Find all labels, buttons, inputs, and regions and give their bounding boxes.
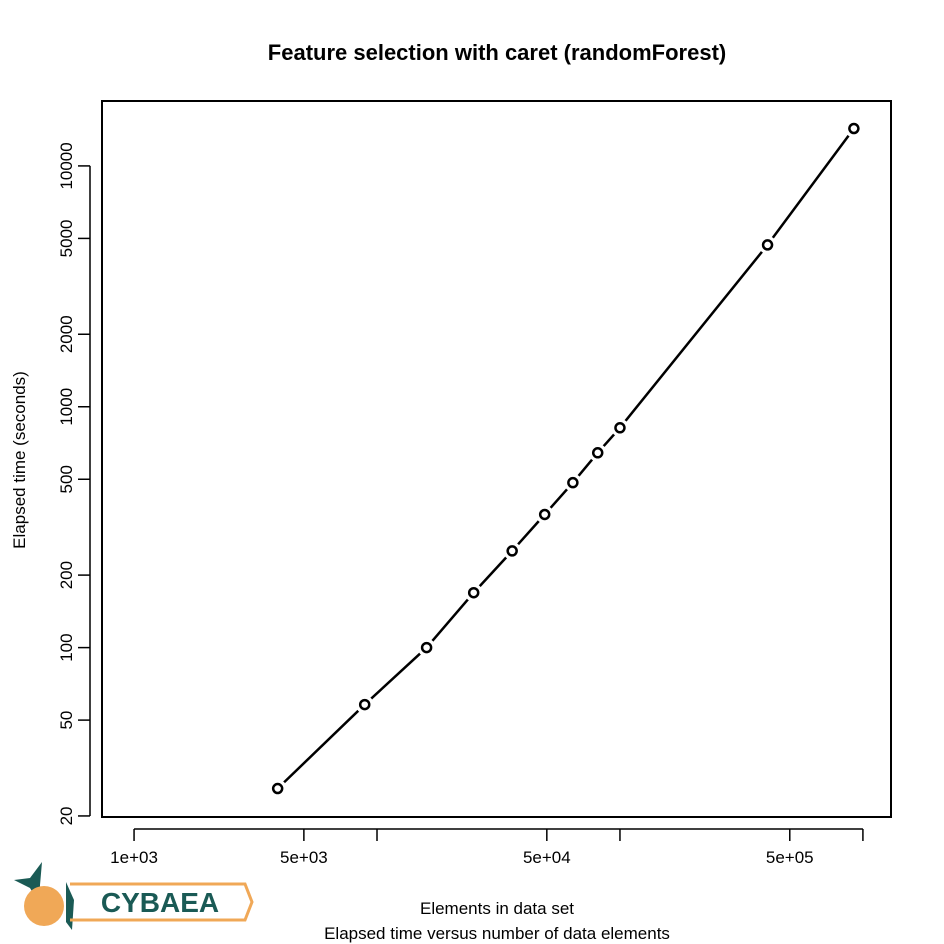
data-point	[614, 422, 626, 434]
y-tick-label: 500	[57, 465, 76, 493]
logo: CYBAEA	[14, 862, 254, 930]
data-point	[506, 545, 518, 557]
y-tick-label: 1000	[57, 388, 76, 426]
y-tick-label: 5000	[57, 219, 76, 257]
plot-frame	[101, 100, 892, 818]
chart-title: Feature selection with caret (randomFore…	[268, 40, 726, 65]
y-tick-label: 100	[57, 633, 76, 661]
x-tick-label: 5e+04	[523, 848, 571, 867]
y-tick-label: 200	[57, 561, 76, 589]
data-point	[271, 782, 284, 795]
data-point	[567, 476, 579, 489]
y-axis-label: Elapsed time (seconds)	[10, 371, 29, 549]
logo-icon	[66, 882, 74, 930]
data-point	[358, 698, 371, 711]
y-tick-label: 50	[57, 711, 76, 730]
logo-icon	[24, 886, 64, 926]
data-line	[276, 127, 855, 790]
data-point	[467, 586, 480, 599]
logo-text: CYBAEA	[101, 887, 219, 918]
data-point	[848, 122, 860, 135]
data-point	[591, 447, 604, 459]
x-tick-label: 5e+05	[766, 848, 814, 867]
y-tick-label: 2000	[57, 315, 76, 353]
subtitle: Elapsed time versus number of data eleme…	[324, 924, 670, 943]
logo-frame	[70, 882, 254, 922]
data-point	[420, 641, 433, 654]
data-point	[761, 239, 774, 251]
y-tick-label: 20	[57, 806, 76, 825]
data-point	[538, 508, 551, 521]
x-tick-label: 1e+03	[110, 848, 158, 867]
x-tick-label: 5e+03	[280, 848, 328, 867]
y-tick-label: 10000	[57, 142, 76, 189]
x-axis-label: Elements in data set	[420, 899, 574, 918]
